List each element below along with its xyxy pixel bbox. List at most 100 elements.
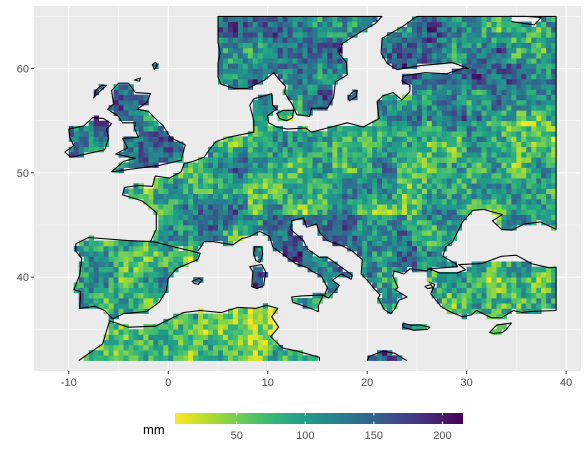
raster-cell bbox=[441, 219, 448, 226]
raster-cell bbox=[327, 188, 333, 195]
raster-cell bbox=[426, 99, 433, 106]
raster-cell bbox=[337, 230, 343, 236]
raster-cell bbox=[531, 115, 537, 122]
raster-cell bbox=[536, 68, 542, 75]
raster-cell bbox=[143, 292, 149, 299]
raster-cell bbox=[377, 261, 383, 268]
raster-cell bbox=[237, 350, 244, 356]
raster-cell bbox=[446, 136, 453, 142]
raster-cell bbox=[148, 157, 154, 163]
raster-cell bbox=[277, 26, 283, 33]
raster-cell bbox=[133, 329, 139, 335]
raster-cell bbox=[451, 115, 458, 122]
raster-cell bbox=[446, 188, 453, 195]
raster-cell bbox=[237, 52, 244, 59]
raster-cell bbox=[98, 298, 104, 304]
raster-cell bbox=[252, 334, 259, 341]
raster-cell bbox=[203, 178, 209, 184]
raster-cell bbox=[426, 193, 433, 200]
raster-cell bbox=[491, 172, 497, 179]
raster-cell bbox=[297, 68, 303, 75]
raster-cell bbox=[406, 105, 413, 111]
raster-cell bbox=[496, 193, 502, 200]
raster-cell bbox=[392, 251, 398, 257]
raster-cell bbox=[312, 193, 318, 200]
raster-cell bbox=[203, 214, 209, 221]
raster-cell bbox=[103, 131, 109, 137]
raster-cell bbox=[312, 219, 318, 226]
raster-cell bbox=[531, 32, 537, 38]
raster-cell bbox=[466, 79, 472, 85]
raster-cell bbox=[158, 292, 164, 299]
raster-cell bbox=[526, 26, 532, 33]
raster-cell bbox=[471, 298, 477, 304]
raster-cell bbox=[506, 209, 512, 215]
raster-cell bbox=[456, 282, 462, 288]
raster-cell bbox=[277, 141, 283, 148]
raster-cell bbox=[526, 47, 532, 54]
raster-cell bbox=[153, 292, 159, 299]
raster-cell bbox=[401, 251, 408, 257]
raster-cell bbox=[511, 292, 517, 299]
raster-cell bbox=[148, 120, 154, 127]
raster-cell bbox=[237, 188, 244, 195]
raster-cell bbox=[178, 339, 184, 346]
raster-cell bbox=[546, 183, 552, 189]
raster-cell bbox=[501, 308, 507, 314]
raster-cell bbox=[451, 219, 458, 226]
raster-cell bbox=[516, 105, 522, 111]
raster-cell bbox=[188, 256, 194, 262]
raster-cell bbox=[397, 193, 403, 200]
raster-cell bbox=[208, 193, 214, 200]
raster-cell bbox=[123, 251, 129, 257]
raster-cell bbox=[392, 235, 398, 241]
raster-cell bbox=[431, 47, 438, 54]
raster-cell bbox=[456, 271, 462, 278]
raster-cell bbox=[153, 152, 159, 158]
raster-cell bbox=[471, 152, 477, 158]
raster-cell bbox=[377, 172, 383, 179]
raster-cell bbox=[421, 204, 428, 210]
raster-cell bbox=[252, 219, 259, 226]
raster-cell bbox=[511, 261, 517, 268]
raster-cell bbox=[277, 52, 283, 59]
raster-cell bbox=[546, 47, 552, 54]
raster-cell bbox=[436, 204, 443, 210]
raster-cell bbox=[213, 219, 219, 226]
raster-cell bbox=[262, 125, 269, 132]
raster-cell bbox=[262, 334, 269, 341]
raster-cell bbox=[242, 79, 249, 85]
raster-cell bbox=[352, 240, 358, 247]
raster-cell bbox=[103, 240, 109, 247]
raster-cell bbox=[143, 261, 149, 268]
raster-cell bbox=[486, 16, 492, 22]
raster-cell bbox=[337, 167, 343, 174]
raster-cell bbox=[217, 167, 224, 174]
raster-cell bbox=[287, 94, 293, 101]
raster-cell bbox=[252, 350, 259, 356]
raster-cell bbox=[347, 204, 353, 210]
raster-cell bbox=[267, 16, 274, 22]
raster-cell bbox=[297, 298, 303, 304]
raster-cell bbox=[392, 42, 398, 49]
raster-cell bbox=[362, 256, 368, 262]
raster-cell bbox=[416, 84, 423, 90]
raster-cell bbox=[217, 204, 224, 210]
raster-cell bbox=[322, 37, 328, 43]
raster-cell bbox=[511, 198, 517, 205]
raster-cell bbox=[446, 209, 453, 215]
raster-cell bbox=[282, 68, 288, 75]
raster-cell bbox=[292, 146, 298, 153]
raster-cell bbox=[491, 287, 497, 294]
raster-cell bbox=[297, 188, 303, 195]
raster-cell bbox=[297, 141, 303, 148]
raster-cell bbox=[526, 99, 532, 106]
raster-cell bbox=[123, 339, 129, 346]
raster-cell bbox=[521, 99, 527, 106]
raster-cell bbox=[287, 84, 293, 90]
raster-cell bbox=[113, 282, 119, 288]
raster-cell bbox=[272, 21, 279, 28]
raster-cell bbox=[227, 68, 234, 75]
raster-cell bbox=[322, 58, 328, 64]
raster-cell bbox=[392, 193, 398, 200]
